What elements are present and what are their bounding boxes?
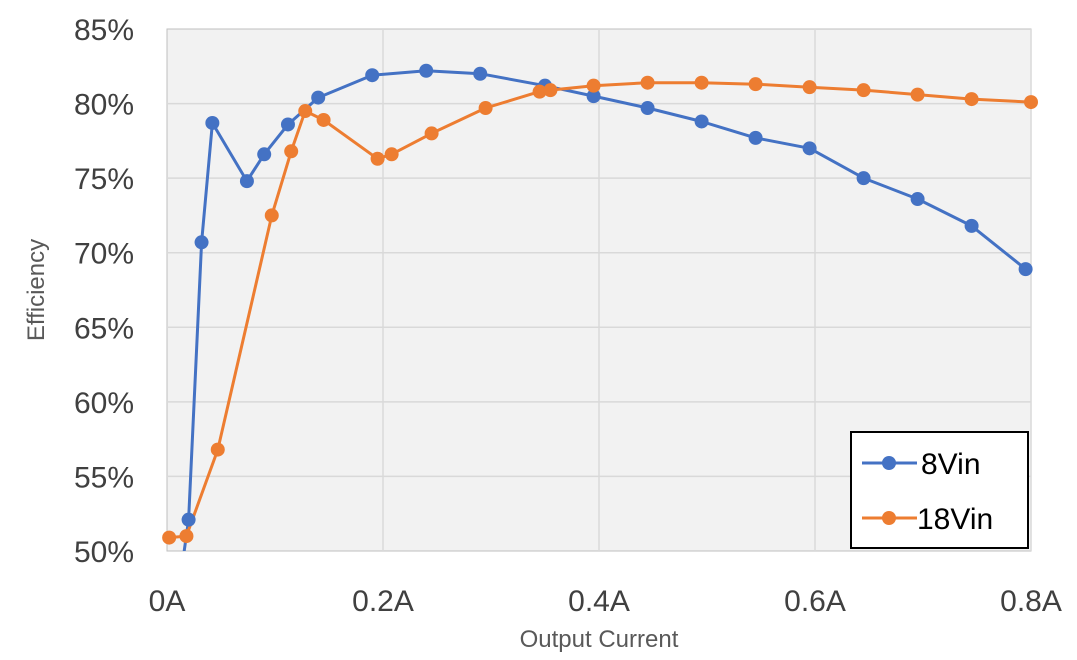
series-line-18vin: [169, 81, 1031, 540]
data-point-8vin: [802, 141, 817, 156]
data-point-18vin: [543, 83, 558, 98]
x-tick-label: 0A: [149, 585, 186, 618]
data-point-18vin: [284, 144, 299, 159]
x-tick-label: 0.8A: [1000, 585, 1062, 618]
marker-layer: [162, 63, 1038, 545]
data-point-8vin: [419, 63, 434, 78]
data-point-8vin: [239, 174, 254, 189]
y-tick-label: 55%: [74, 461, 134, 494]
legend-label-18vin: 18Vin: [917, 503, 993, 536]
data-point-8vin: [205, 115, 220, 130]
data-point-8vin: [964, 218, 979, 233]
data-point-18vin: [298, 104, 313, 119]
y-tick-label: 75%: [74, 163, 134, 196]
y-tick-label: 70%: [74, 238, 134, 271]
data-point-18vin: [802, 80, 817, 95]
y-tick-label: 80%: [74, 89, 134, 122]
data-point-18vin: [424, 126, 439, 141]
data-point-18vin: [210, 442, 225, 457]
data-point-18vin: [640, 75, 655, 90]
x-tick-label: 0.6A: [784, 585, 846, 618]
data-point-18vin: [384, 147, 399, 162]
data-point-18vin: [162, 530, 177, 545]
data-point-8vin: [473, 66, 488, 81]
data-point-18vin: [856, 83, 871, 98]
data-point-18vin: [478, 101, 493, 116]
data-point-8vin: [280, 117, 295, 132]
data-point-8vin: [1018, 262, 1033, 277]
legend: 8Vin 18Vin: [850, 431, 1029, 549]
data-point-18vin: [586, 78, 601, 93]
data-point-8vin: [910, 192, 925, 207]
data-point-18vin: [179, 529, 194, 544]
data-point-18vin: [264, 208, 279, 223]
data-point-18vin: [964, 92, 979, 107]
data-point-8vin: [257, 147, 272, 162]
y-tick-label: 50%: [74, 536, 134, 569]
y-axis-title: Efficiency: [23, 239, 50, 341]
data-point-8vin: [694, 114, 709, 129]
data-point-18vin: [748, 77, 763, 92]
data-point-8vin: [748, 130, 763, 145]
data-point-8vin: [856, 171, 871, 186]
y-tick-label: 60%: [74, 387, 134, 420]
data-point-8vin: [181, 512, 196, 527]
x-tick-labels: 0A 0.2A 0.4A 0.6A 0.8A: [149, 585, 1062, 618]
legend-label-8vin: 8Vin: [921, 448, 981, 481]
data-point-8vin: [365, 68, 380, 83]
data-point-18vin: [694, 75, 709, 90]
data-point-18vin: [370, 151, 385, 166]
legend-marker-8vin: [882, 456, 896, 470]
data-point-18vin: [1024, 95, 1038, 110]
data-point-18vin: [532, 84, 547, 99]
data-point-8vin: [586, 89, 601, 104]
data-point-8vin: [194, 235, 209, 250]
x-tick-label: 0.4A: [568, 585, 630, 618]
data-point-8vin: [311, 90, 326, 105]
data-point-8vin: [640, 101, 655, 116]
x-axis-title: Output Current: [520, 626, 679, 653]
legend-marker-18vin: [882, 511, 896, 525]
data-point-18vin: [316, 112, 331, 127]
x-tick-label: 0.2A: [352, 585, 414, 618]
legend-box: [850, 431, 1029, 549]
y-tick-label: 85%: [74, 14, 134, 47]
y-tick-labels: 50% 55% 60% 65% 70% 75% 80% 85%: [74, 14, 134, 569]
y-tick-label: 65%: [74, 312, 134, 345]
data-point-18vin: [910, 87, 925, 102]
